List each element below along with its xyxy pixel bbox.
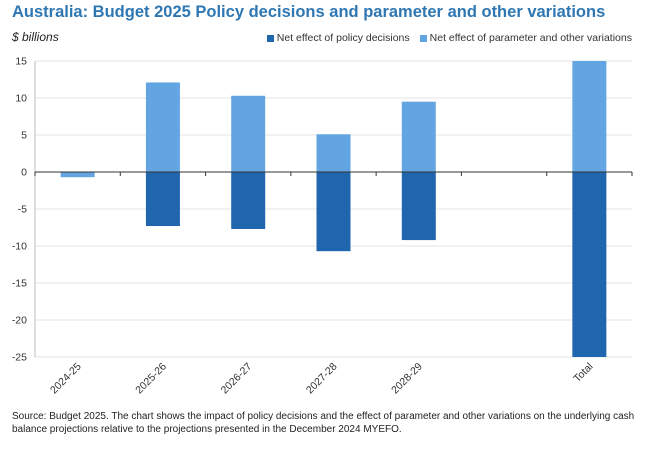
bar-parameter-variations [401, 101, 436, 172]
legend-label-parameter: Net effect of parameter and other variat… [429, 32, 632, 44]
bar-parameter-variations [231, 95, 266, 172]
bar-parameter-variations [316, 134, 351, 172]
y-tick-label: -25 [12, 352, 27, 364]
y-tick-label: 10 [15, 93, 27, 105]
legend-swatch-policy [266, 34, 274, 42]
legend-swatch-parameter [419, 34, 427, 42]
y-tick-label: -15 [12, 278, 27, 290]
bar-policy-decisions [572, 172, 607, 357]
bar-policy-decisions [316, 172, 351, 252]
y-tick-label: -5 [18, 204, 27, 216]
y-axis-unit-label: $ billions [12, 30, 59, 44]
legend-label-policy: Net effect of policy decisions [276, 32, 410, 44]
y-tick-label: -20 [12, 315, 27, 327]
bar-parameter-variations [145, 82, 180, 172]
y-tick-label: 0 [21, 167, 27, 179]
chart-title: Australia: Budget 2025 Policy decisions … [12, 3, 606, 21]
bar-policy-decisions [145, 172, 180, 227]
bar-parameter-variations [572, 61, 607, 172]
y-tick-label: 15 [15, 56, 27, 68]
x-tick-label: 2027-28 [304, 361, 340, 397]
legend: Net effect of policy decisions Net effec… [257, 31, 632, 45]
x-tick-label: 2025-26 [133, 361, 169, 397]
x-tick-label: 2028-29 [389, 361, 425, 397]
x-tick-label: Total [571, 361, 595, 385]
y-tick-label: 5 [21, 130, 27, 142]
bar-policy-decisions [231, 172, 266, 229]
x-tick-label: 2024-25 [48, 361, 84, 397]
bar-policy-decisions [401, 172, 436, 241]
legend-item-parameter: Net effect of parameter and other variat… [419, 32, 632, 44]
y-tick-label: -10 [12, 241, 27, 253]
x-tick-label: 2026-27 [219, 361, 255, 397]
bar-parameter-variations [60, 172, 95, 178]
legend-item-policy: Net effect of policy decisions [266, 32, 410, 44]
source-note: Source: Budget 2025. The chart shows the… [12, 411, 635, 435]
